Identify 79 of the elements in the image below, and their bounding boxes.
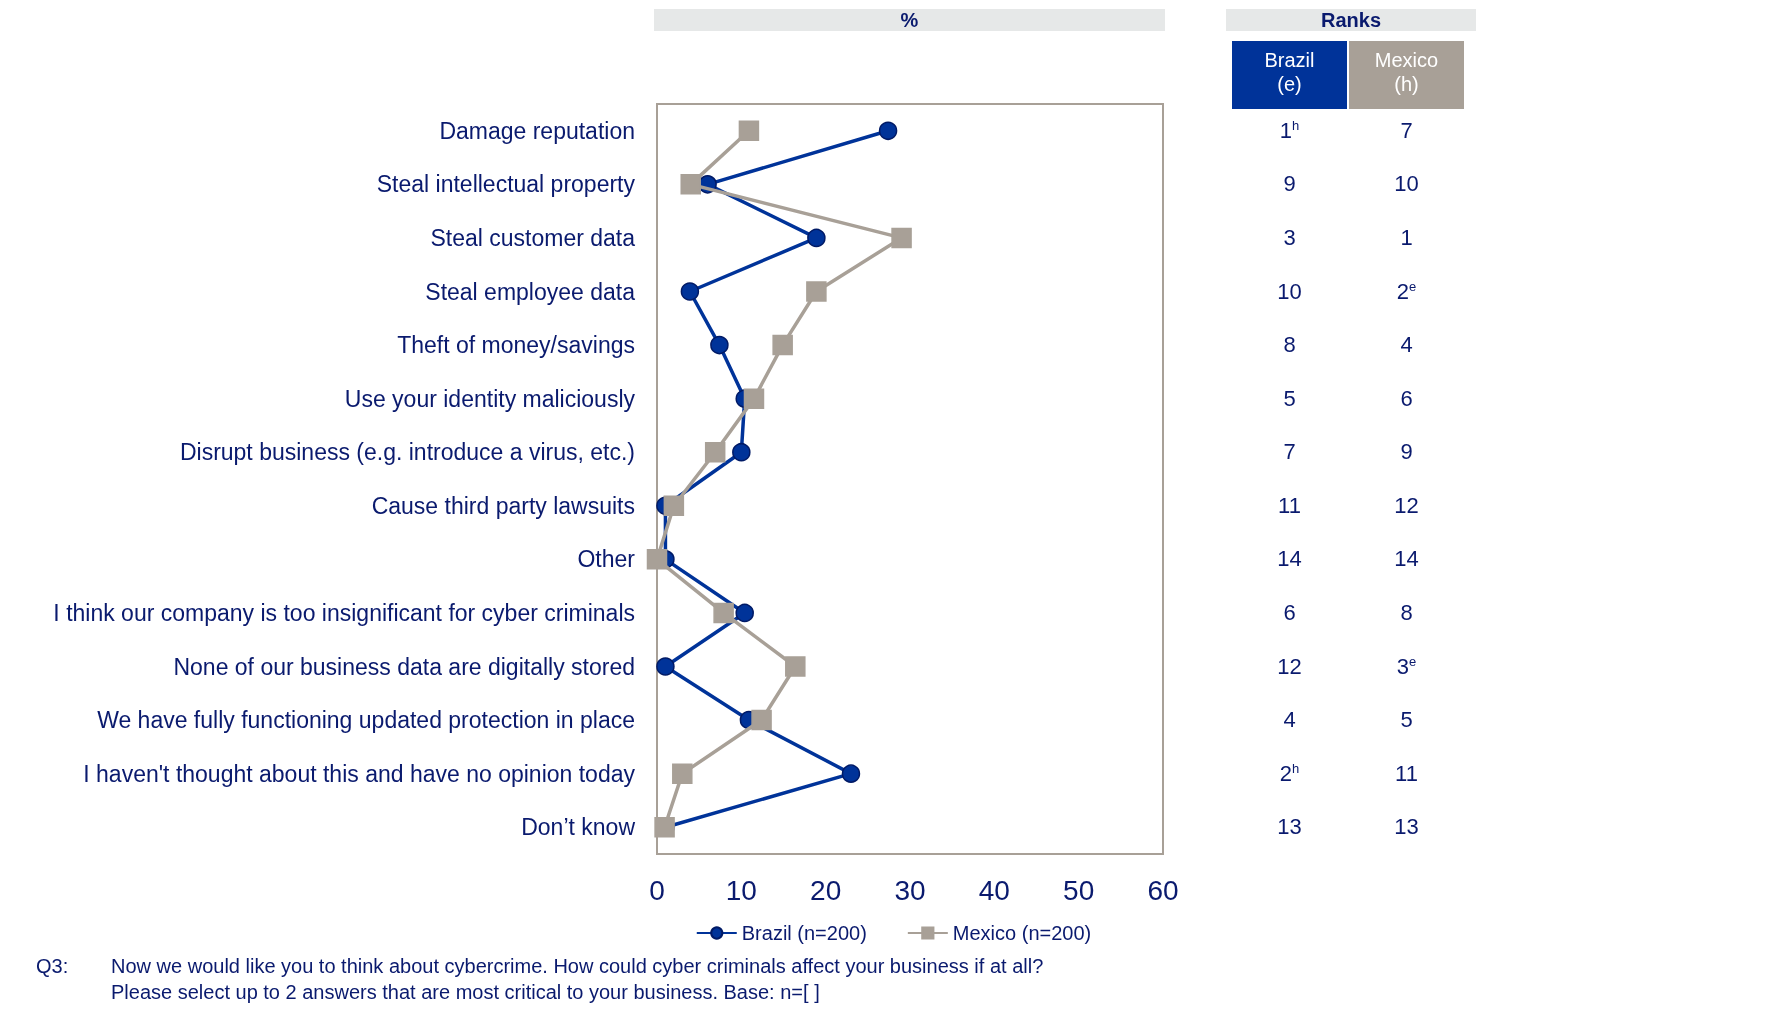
x-tick-label: 0 (649, 874, 665, 906)
text: 8 (1283, 332, 1296, 358)
y-tick-label: Disrupt business (e.g. introduce a virus, etc.) (179, 439, 635, 466)
point (646, 549, 668, 570)
point (806, 281, 827, 302)
point (710, 335, 729, 355)
point (704, 441, 726, 463)
y-tick-label: None of our business data are digitally stored (173, 653, 635, 680)
legend-label: Mexico (n=200) (952, 922, 1092, 944)
y-tick-label: Theft of money/savings (397, 332, 635, 359)
point (663, 495, 685, 517)
text: 13 (1394, 814, 1419, 840)
x-tick-label: 20 (810, 874, 842, 906)
text: 12 (1277, 653, 1302, 679)
text: 12 (1394, 492, 1419, 518)
text: 11 (1278, 492, 1301, 518)
text: 3 (1283, 224, 1296, 250)
text: Now we would like you to think about cybercrime. How could cyber criminals affect your business if at all? (111, 954, 1044, 979)
x-axis-title: % (654, 9, 1165, 31)
text: 4 (1400, 332, 1413, 358)
y-tick-label: We have fully functioning updated protection in place (97, 707, 635, 734)
point (743, 388, 765, 409)
x-tick-label: 30 (894, 874, 926, 906)
text: Q3: (36, 954, 69, 979)
text: 11 (1395, 760, 1418, 786)
text: 9 (1400, 439, 1413, 465)
text: 13 (1277, 814, 1302, 840)
y-tick-label: Use your identity maliciously (344, 385, 636, 412)
point (891, 227, 912, 249)
text: 5 (1283, 385, 1296, 411)
text: 7 (1283, 439, 1296, 465)
text: 2$^{h}$ (1279, 760, 1300, 786)
category-label: Brazil (e) (1232, 41, 1347, 109)
x-tick-label: 10 (725, 874, 757, 906)
point (751, 709, 772, 731)
y-tick-label: Steal customer data (430, 224, 636, 251)
text: 8 (1400, 599, 1413, 625)
point (732, 442, 751, 462)
y-tick-label: Cause third party lawsuits (371, 492, 635, 519)
text: Please select up to 2 answers that are most critical to your business. Base: n=[ ] (111, 980, 820, 1005)
category-label: Mexico (h) (1349, 41, 1464, 109)
text: 6 (1400, 385, 1413, 411)
text: 10 (1277, 278, 1302, 304)
text: 6 (1283, 599, 1296, 625)
x-tick-label: 40 (978, 874, 1010, 906)
point (680, 174, 701, 195)
point (807, 228, 826, 248)
text: 7 (1400, 117, 1413, 143)
y-tick-label: Steal intellectual property (376, 171, 636, 198)
point (680, 282, 700, 301)
legend-label: Brazil (n=200) (741, 922, 867, 944)
x-tick-label: 60 (1147, 874, 1179, 906)
point (878, 121, 898, 141)
text: 2$^{e}$ (1396, 278, 1417, 304)
point (772, 334, 793, 356)
point (785, 656, 806, 677)
point (738, 120, 760, 142)
point (713, 602, 734, 624)
text: 10 (1394, 171, 1419, 197)
text: 14 (1394, 546, 1419, 572)
point (735, 603, 754, 623)
y-tick-label: Steal employee data (425, 278, 636, 305)
text: 9 (1283, 171, 1296, 197)
point (656, 657, 675, 676)
text: 5 (1400, 707, 1413, 733)
y-tick-label: I haven't thought about this and have no opinion today (83, 760, 636, 787)
point (841, 764, 861, 783)
y-tick-label: I think our company is too insignificant for cyber criminals (53, 599, 635, 626)
text: 1$^{h}$ (1279, 117, 1300, 143)
y-tick-label: Don’t know (521, 814, 636, 841)
y-tick-label: Other (577, 546, 636, 573)
text: 1 (1400, 224, 1413, 250)
text: Ranks (1226, 9, 1476, 31)
text: 4 (1283, 707, 1296, 733)
text: 3$^{e}$ (1396, 653, 1417, 679)
y-tick-label: Damage reputation (439, 117, 635, 144)
text: 14 (1277, 546, 1302, 572)
point (672, 763, 693, 784)
x-tick-label: 50 (1063, 874, 1095, 906)
